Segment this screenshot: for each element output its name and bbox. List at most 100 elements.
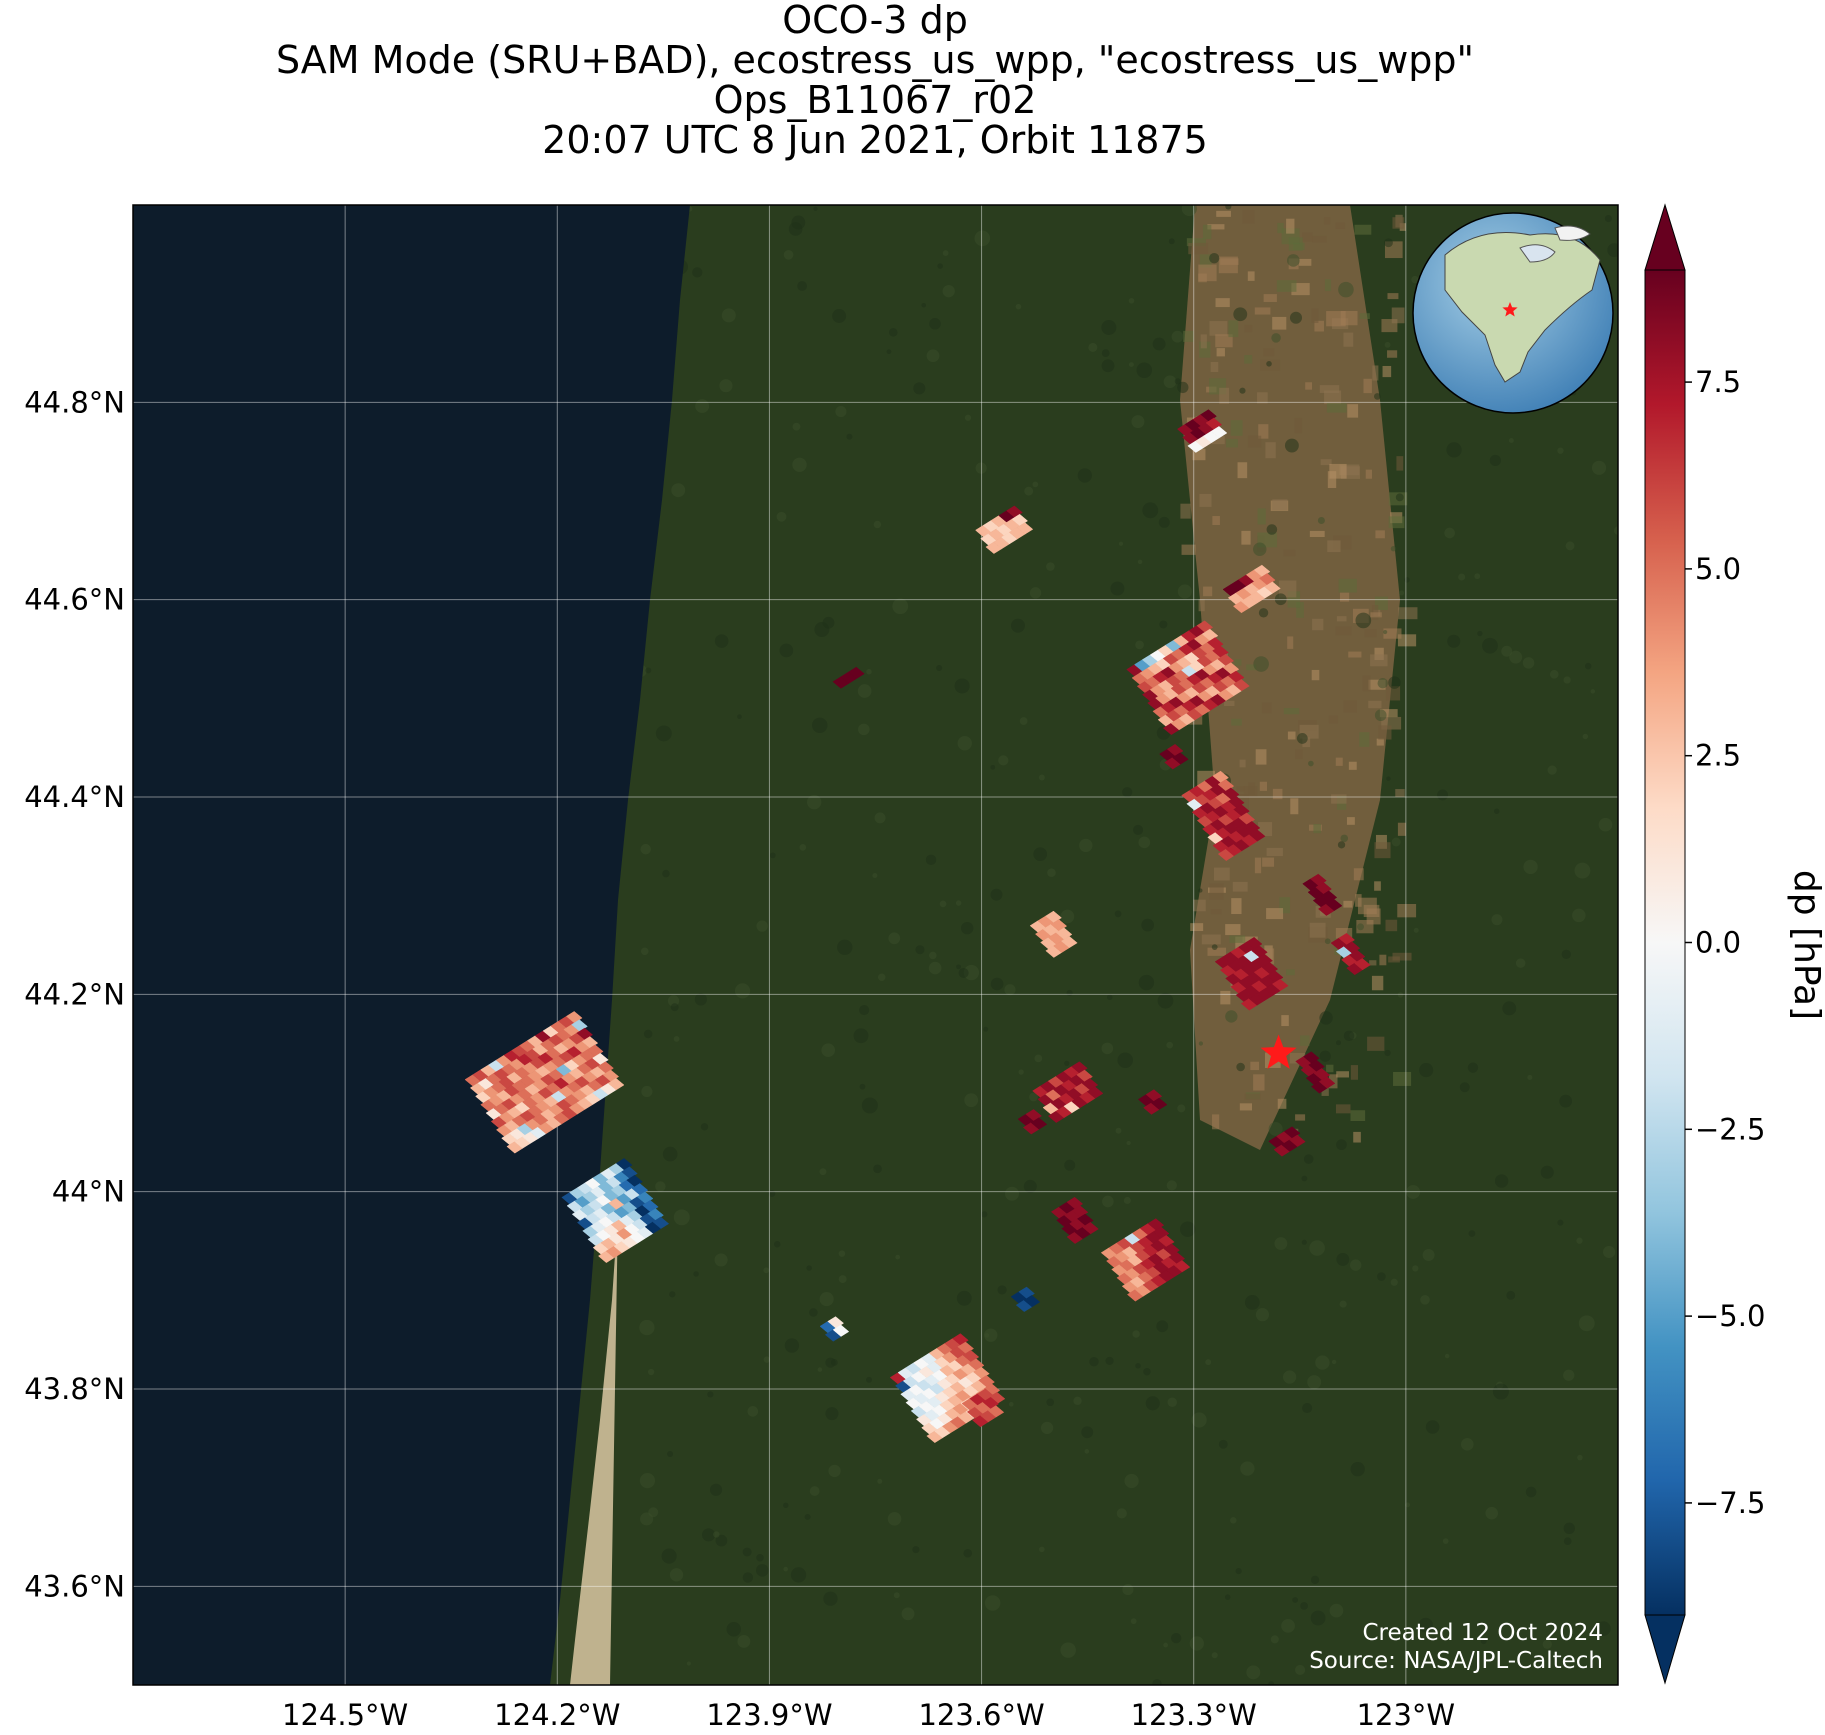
dp-sounding-pixel	[1253, 564, 1271, 577]
dp-sounding-pixel	[952, 1333, 969, 1346]
dp-sounding-pixel	[1045, 910, 1062, 923]
dp-sounding-pixel	[1030, 1117, 1048, 1130]
ocean	[133, 205, 690, 1685]
dp-sounding-pixel	[1315, 882, 1332, 895]
colorbar-tick-label: −5.0	[1695, 1299, 1765, 1333]
dp-sounding-pixel	[1055, 927, 1073, 940]
dp-sounding-pixel	[1018, 1286, 1035, 1299]
dp-sounding-pixel	[1271, 978, 1289, 992]
dp-sounding-pixel	[1152, 1226, 1170, 1239]
dp-sounding-pixel	[962, 1349, 980, 1363]
colorbar-min-extend	[1644, 1614, 1686, 1685]
colorbar-max-extend	[1644, 203, 1686, 271]
dp-sounding-pixel	[1172, 752, 1189, 765]
dp-sounding-pixel	[1071, 1205, 1089, 1218]
lat-tick-label: 44.6°N	[24, 583, 125, 617]
dp-sounding-pixel	[1313, 1068, 1331, 1081]
graticule	[133, 205, 1618, 1685]
lat-tick-label: 43.8°N	[24, 1372, 125, 1406]
dp-sounding-pixel	[1196, 620, 1214, 633]
latitude-ticks: 44.8°N 44.6°N 44.4°N 44.2°N 44°N 43.8°N 43.6°N	[24, 385, 125, 1603]
dp-sounding-pixel	[1266, 970, 1284, 983]
dp-sounding-pixel	[1222, 662, 1240, 675]
dp-sounding-pixel	[1228, 795, 1245, 809]
dp-sounding-pixel	[1348, 949, 1366, 962]
longitude-ticks: 124.5°W 124.2°W 123.9°W 123.6°W 123.3°W 123°W	[282, 1698, 1455, 1732]
credit-source: Source: NASA/JPL-Caltech	[1309, 1648, 1603, 1674]
lon-tick-label: 123.3°W	[1131, 1698, 1257, 1732]
title-line-3: Ops_B11067_r02	[713, 78, 1037, 122]
lat-tick-label: 44.2°N	[24, 977, 125, 1011]
dp-sounding-pixel	[1243, 820, 1261, 834]
dp-sounding-pixel	[602, 1069, 620, 1082]
dp-sounding-pixel	[647, 1208, 664, 1221]
dp-sounding-pixel	[597, 1061, 614, 1074]
colorbar-tick-label: −2.5	[1695, 1112, 1765, 1146]
dp-sounding-pixel	[967, 1358, 985, 1371]
credit-created: Created 12 Oct 2024	[1362, 1620, 1603, 1646]
dp-sounding-pixel	[1233, 804, 1250, 817]
dp-sounding-pixel	[1354, 958, 1371, 971]
dp-sounding-pixel	[581, 1036, 599, 1049]
colorbar-tick-label: 7.5	[1695, 365, 1741, 399]
title-line-1: OCO-3 dp	[782, 0, 968, 42]
figure-title: OCO-3 dp SAM Mode (SRU+BAD), ecostress_u…	[0, 0, 1750, 160]
dp-sounding-pixel	[832, 1324, 850, 1337]
dp-sounding-pixel	[1006, 505, 1023, 518]
dp-sounding-pixel	[1318, 1076, 1336, 1089]
dp-sounding-pixel	[1308, 1059, 1325, 1072]
dp-sounding-pixel	[1023, 1294, 1041, 1308]
dp-sounding-pixel	[1251, 945, 1268, 958]
dp-sounding-pixel	[565, 1011, 583, 1024]
dp-sounding-pixel	[1212, 645, 1229, 658]
dp-sounding-pixel	[1343, 941, 1361, 954]
dp-sounding-pixel	[631, 1183, 649, 1196]
lat-tick-label: 44.4°N	[24, 780, 125, 814]
dp-sounding-pixel	[1289, 1134, 1306, 1147]
locator-globe-icon	[1412, 212, 1614, 414]
dp-sounding-pixel	[636, 1191, 654, 1204]
dp-sounding-pixel	[1264, 581, 1281, 594]
dp-sounding-pixel	[977, 1388, 994, 1401]
dp-sounding-pixel	[1320, 890, 1338, 903]
dp-sounding-pixel	[1200, 409, 1217, 422]
dp-sounding-pixel	[1261, 962, 1279, 975]
dp-sounding-pixel	[607, 1077, 625, 1091]
dp-sounding-pixel	[1338, 932, 1356, 946]
dp-sounding-pixel	[1076, 1069, 1093, 1082]
colorbar-label: dp [hPa]	[1786, 870, 1825, 1020]
dp-sounding-pixel	[1325, 898, 1343, 912]
colorbar-tick-label: 2.5	[1695, 739, 1741, 773]
lat-tick-label: 43.6°N	[24, 1569, 125, 1603]
dp-sounding-pixel	[626, 1174, 643, 1188]
dp-sounding-pixel	[1217, 653, 1235, 667]
dp-sounding-pixel	[1248, 829, 1266, 842]
dp-sounding-pixel	[827, 1316, 845, 1329]
colorbar-tick-label: 5.0	[1695, 552, 1741, 586]
dp-sounding-pixel	[1310, 873, 1327, 886]
dunes	[570, 1210, 618, 1685]
dp-sounding-pixel	[642, 1199, 659, 1213]
colorbar-gradient	[1644, 269, 1686, 1616]
dp-sounding-pixel	[1217, 779, 1235, 792]
dp-sounding-pixel	[978, 1375, 995, 1388]
dp-sounding-pixel	[1205, 417, 1223, 430]
dp-sounding-pixel	[987, 1405, 1005, 1418]
dp-sounding-pixel	[1060, 935, 1078, 949]
dp-sounding-pixel	[1081, 1078, 1099, 1091]
dp-sounding-pixel	[576, 1027, 594, 1040]
lon-tick-label: 123.6°W	[918, 1698, 1044, 1732]
dp-sounding-pixel	[973, 1366, 990, 1379]
dp-sounding-pixel	[1050, 919, 1068, 932]
dp-sounding-pixel	[571, 1019, 588, 1032]
dp-sounding-pixel	[1173, 1260, 1191, 1273]
colorbar-tick-label: −7.5	[1695, 1486, 1765, 1520]
dp-sounding-pixel	[1283, 1126, 1301, 1139]
dp-sounding-pixel	[1082, 1221, 1099, 1235]
dp-sounding-pixel	[848, 666, 865, 679]
title-line-4: 20:07 UTC 8 Jun 2021, Orbit 11875	[542, 118, 1208, 162]
dp-sounding-pixel	[1227, 670, 1245, 683]
dp-sounding-pixel	[1150, 1097, 1168, 1110]
dp-sounding-pixel	[1071, 1061, 1088, 1074]
